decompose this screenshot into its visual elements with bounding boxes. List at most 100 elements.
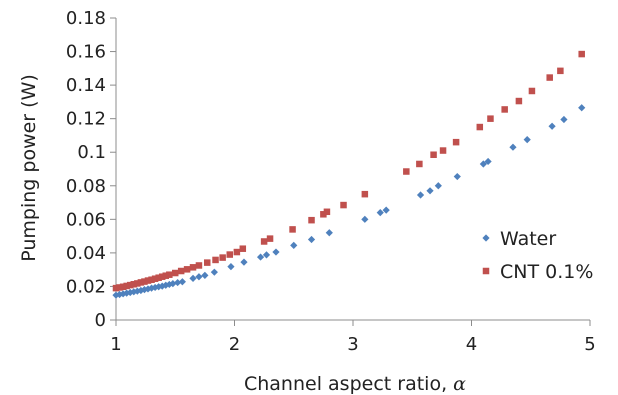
water-point <box>140 286 149 294</box>
y-tick-label: 0.04 <box>66 243 106 264</box>
cnt-point <box>148 276 155 283</box>
cnt-point <box>183 266 191 273</box>
cnt-point <box>141 278 148 285</box>
cnt-point <box>123 282 130 290</box>
cnt-point <box>116 284 123 291</box>
water-point <box>144 285 152 293</box>
cnt-point <box>155 274 162 281</box>
y-tick-label: 0.16 <box>66 42 106 63</box>
cnt-point <box>557 67 564 75</box>
x-tick-label: 1 <box>110 334 121 355</box>
cnt-point <box>320 211 327 218</box>
water-point <box>290 241 298 249</box>
water-point <box>434 182 442 190</box>
cnt-point <box>452 138 460 146</box>
y-tick-label: 0 <box>95 310 106 331</box>
cnt-point <box>340 201 347 209</box>
cnt-point <box>515 97 523 105</box>
y-ticks: 0 0.02 0.04 0.06 0.08 0.1 0.12 0.14 0.16 0.18 <box>66 8 116 331</box>
cnt-point <box>528 87 536 95</box>
water-point <box>115 290 124 299</box>
water-point <box>578 104 586 112</box>
water-point <box>479 160 487 168</box>
water-point <box>240 258 248 266</box>
water-point <box>155 283 163 291</box>
x-ticks: 1 2 3 4 5 <box>110 320 596 355</box>
cnt-point <box>260 238 268 245</box>
cnt-point <box>130 281 138 288</box>
cnt-point <box>308 216 315 224</box>
cnt-point <box>212 256 219 264</box>
cnt-point <box>126 281 134 289</box>
legend-label: CNT 0.1% <box>500 261 593 283</box>
cnt-point <box>226 251 234 258</box>
x-tick-label: 5 <box>584 334 595 355</box>
cnt-point <box>189 264 197 271</box>
cnt-point <box>119 283 127 291</box>
cnt-point <box>172 269 179 277</box>
water-point <box>227 263 235 271</box>
legend-label: Water <box>500 228 556 250</box>
y-tick-label: 0.08 <box>66 176 106 197</box>
cnt-point <box>430 151 437 158</box>
cnt-point <box>578 50 585 58</box>
water-point <box>453 172 461 181</box>
y-tick-label: 0.1 <box>77 142 106 163</box>
x-axis-title: Channel aspect ratio, α <box>244 373 466 395</box>
water-point <box>325 229 333 237</box>
x-tick-label: 3 <box>347 334 358 355</box>
water-point <box>376 209 384 217</box>
cnt-point <box>501 106 508 113</box>
cnt-point <box>177 267 185 275</box>
y-tick-label: 0.12 <box>66 109 106 130</box>
series-square <box>112 50 585 292</box>
y-tick-label: 0.02 <box>66 276 106 297</box>
y-tick-label: 0.18 <box>66 8 106 29</box>
series-diamond <box>112 104 586 299</box>
water-point <box>262 251 271 259</box>
water-point <box>416 191 425 199</box>
cnt-point <box>219 254 226 261</box>
series-layer <box>112 50 586 299</box>
y-tick-label: 0.14 <box>66 75 106 96</box>
water-point <box>210 268 218 276</box>
cnt-point <box>361 190 369 198</box>
water-point <box>382 206 390 214</box>
cnt-point <box>266 235 274 242</box>
cnt-point <box>289 226 296 233</box>
cnt-point <box>195 262 203 269</box>
cnt-point <box>239 245 247 252</box>
cnt-point <box>323 208 331 216</box>
water-point <box>256 253 265 261</box>
cnt-point <box>439 147 447 154</box>
cnt-point <box>158 273 166 280</box>
water-point <box>123 289 131 297</box>
cnt-point <box>134 280 141 287</box>
x-axis-title-symbol: α <box>453 373 466 395</box>
water-point <box>272 248 280 256</box>
water-point <box>178 278 186 286</box>
water-point <box>189 274 197 282</box>
water-point <box>174 278 182 287</box>
water-point <box>165 280 173 289</box>
cnt-point <box>112 284 120 292</box>
cnt-point <box>151 275 159 282</box>
cnt-point <box>476 123 484 131</box>
water-point <box>307 235 316 244</box>
legend-marker-square <box>482 267 490 275</box>
water-point <box>361 215 369 223</box>
cnt-point <box>203 259 211 266</box>
legend: Water CNT 0.1% <box>482 228 593 283</box>
water-point <box>201 271 209 279</box>
water-point <box>169 279 177 288</box>
water-point <box>509 143 517 151</box>
x-axis-title-text: Channel aspect ratio, <box>244 373 453 395</box>
cnt-point <box>144 277 152 284</box>
water-point <box>523 136 531 144</box>
cnt-point <box>546 74 553 81</box>
water-point <box>484 157 492 166</box>
cnt-point <box>162 272 170 279</box>
cnt-point <box>487 115 494 122</box>
legend-marker-diamond <box>482 234 490 242</box>
